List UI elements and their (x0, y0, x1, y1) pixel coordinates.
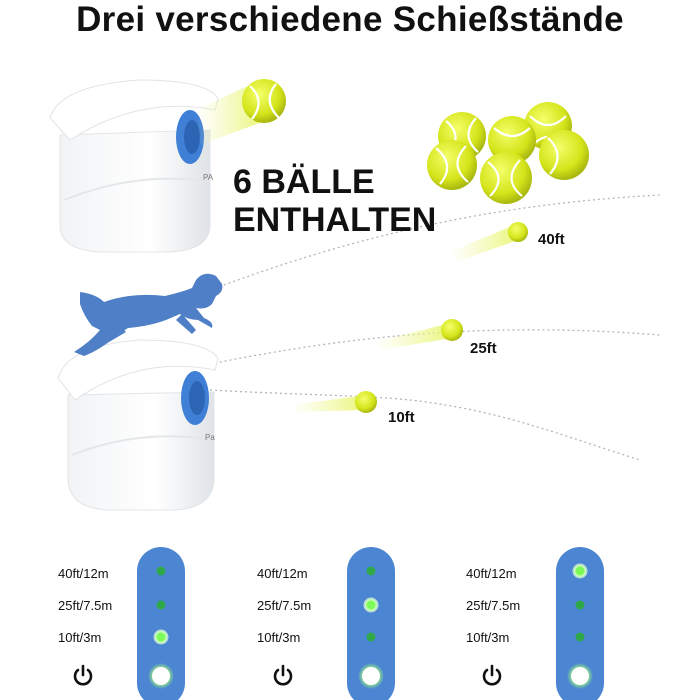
led-indicator (153, 629, 169, 645)
tennis-ball-launched (242, 79, 286, 123)
led-indicator (156, 600, 166, 610)
led-indicator (363, 597, 379, 613)
distance-label-10ft: 10ft (388, 409, 415, 426)
ball-40ft (508, 222, 528, 242)
distance-label-25ft: 25ft (470, 340, 497, 357)
led-indicator (366, 566, 376, 576)
ball-trail-40ft (450, 226, 518, 262)
led-indicator (366, 632, 376, 642)
ball-25ft (441, 319, 463, 341)
led-indicator (575, 632, 585, 642)
panel-2-label-25ft: 25ft/7.5m (257, 598, 312, 613)
ball-10ft (355, 391, 377, 413)
led-indicator (572, 563, 588, 579)
led-indicator (575, 600, 585, 610)
page-title: Drei verschiedene Schießstände (76, 0, 624, 39)
tennis-ball-pile (427, 102, 589, 204)
panel-3-label-10ft: 10ft/3m (466, 630, 510, 645)
led-indicator (156, 566, 166, 576)
panel-2-label-10ft: 10ft/3m (257, 630, 301, 645)
power-icon (482, 664, 502, 686)
included-balls-headline: 6 BÄLLE ENTHALTEN (233, 163, 436, 239)
panel-3-label-25ft: 25ft/7.5m (466, 598, 521, 613)
headline-line-2: ENTHALTEN (233, 201, 437, 239)
distance-label-40ft: 40ft (538, 231, 565, 248)
ball-launcher-bottom: Pa (57, 339, 219, 511)
svg-text:Pa: Pa (205, 433, 215, 442)
panel-2-label-40ft: 40ft/12m (257, 566, 308, 581)
control-panel-3 (556, 547, 604, 700)
headline-line-1: 6 BÄLLE (233, 163, 375, 201)
control-panel-1 (137, 547, 185, 700)
panel-3-label-40ft: 40ft/12m (466, 566, 517, 581)
ball-trail-10ft (290, 396, 364, 412)
power-icon (273, 664, 293, 686)
panel-1-label-25ft: 25ft/7.5m (58, 598, 113, 613)
svg-text:PA: PA (203, 173, 214, 182)
panel-1-label-40ft: 40ft/12m (58, 566, 109, 581)
ball-trail-25ft (375, 324, 452, 350)
power-icon (73, 664, 93, 686)
dog-silhouette (74, 273, 223, 356)
panel-1-label-10ft: 10ft/3m (58, 630, 102, 645)
ball-launcher-top: PA (49, 79, 219, 253)
control-panel-2 (347, 547, 395, 700)
